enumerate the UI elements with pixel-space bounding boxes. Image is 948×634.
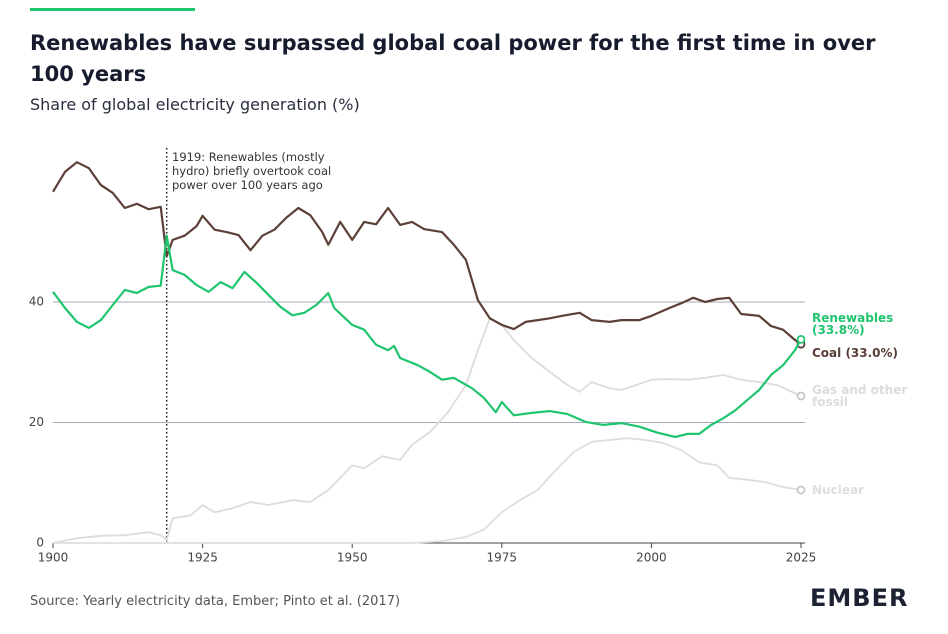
end-marker (796, 334, 806, 344)
series-line (53, 437, 802, 544)
end-marker (796, 391, 806, 401)
end-marker (796, 485, 806, 495)
series-label: Coal (33.0%) (812, 346, 899, 361)
y-tick-label: 20 (29, 415, 44, 429)
y-tick-label: 0 (36, 536, 44, 550)
source: Source: Yearly electricity data, Ember; … (30, 594, 401, 609)
x-tick-label: 2025 (786, 551, 817, 565)
series-label: Gas and other fossil (812, 382, 908, 409)
x-tick-label: 1925 (187, 551, 218, 565)
series-label: Nuclear (812, 482, 864, 497)
x-tick-label: 1900 (38, 551, 69, 565)
chart-title: Renewables have surpassed global coal po… (30, 31, 876, 86)
x-tick-label: 2000 (636, 551, 667, 565)
y-tick-label: 40 (29, 295, 44, 309)
annotation: 1919: Renewables (mostly hydro) briefly … (172, 150, 332, 192)
series-line (52, 317, 802, 544)
chart-subtitle: Share of global electricity generation (… (30, 95, 360, 114)
series-line (52, 234, 802, 439)
brand-logo: EMBER (810, 584, 909, 612)
accent-bar (30, 8, 195, 11)
x-tick-label: 1950 (337, 551, 368, 565)
series-label: Renewables (33.8%) (812, 311, 894, 338)
x-tick-label: 1975 (487, 551, 518, 565)
